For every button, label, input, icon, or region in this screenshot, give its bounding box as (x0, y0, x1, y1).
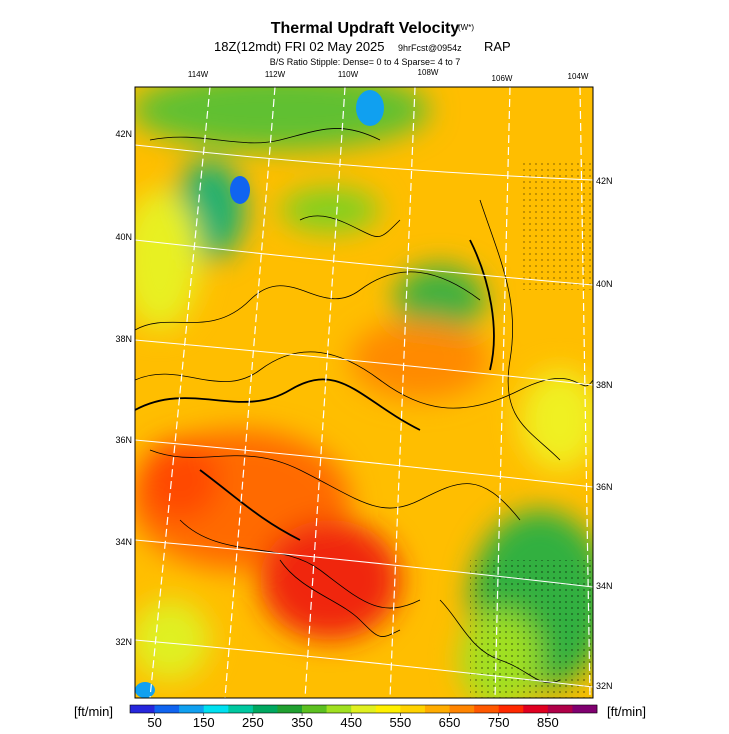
colorbar-tick-label: 250 (242, 715, 264, 729)
colorbar-swatch (351, 705, 377, 713)
longitude-label: 108W (418, 68, 439, 77)
colorbar-frame (129, 704, 598, 714)
colorbar-swatch (154, 705, 180, 713)
colorbar-tick-label: 750 (488, 715, 510, 729)
forecast: 9hrFcst@0954z (398, 43, 462, 53)
colorbar-swatch (179, 705, 205, 713)
colorbar-swatch (424, 705, 450, 713)
colorbar-swatch (523, 705, 549, 713)
map-field (135, 87, 593, 698)
latitude-label: 34N (596, 581, 613, 591)
colorbar-tick-label: 350 (291, 715, 313, 729)
colorbar-swatch (400, 705, 426, 713)
colorbar-tick-label: 150 (193, 715, 215, 729)
colorbar-swatch (228, 705, 254, 713)
latitude-label: 38N (596, 380, 613, 390)
subtitle: 18Z(12mdt) FRI 02 May 2025 (214, 39, 385, 54)
map-frame (134, 86, 594, 699)
colorbar-swatch (252, 705, 278, 713)
colorbar-swatch (572, 705, 598, 713)
colorbar-swatch (375, 705, 401, 713)
latitude-label: 42N (596, 176, 613, 186)
longitude-label: 106W (492, 74, 513, 83)
latitude-label: 32N (115, 637, 132, 647)
latitude-label: 36N (115, 435, 132, 445)
colorbar-unit: [ft/min] (74, 704, 113, 719)
colorbar-swatch (203, 705, 229, 713)
colorbar-swatch (449, 705, 475, 713)
colorbar-swatch (302, 705, 327, 713)
model: RAP (484, 39, 511, 54)
longitude-label: 112W (265, 70, 286, 79)
colorbar-swatch (277, 705, 303, 713)
colorbar-swatch (130, 705, 155, 713)
colorbar-swatch (474, 705, 499, 713)
latitude-label: 42N (115, 129, 132, 139)
latitude-label: 40N (596, 279, 613, 289)
colorbar-tick-label: 450 (340, 715, 362, 729)
colorbar-swatch (498, 705, 524, 713)
colorbar: 50 150 250 350 450 550 650 750 850 [ft/min] [ft/mi… (74, 704, 646, 730)
title: Thermal Updraft Velocity (271, 20, 460, 37)
latitude-label: 40N (115, 232, 132, 242)
colorbar-tick-label: 850 (537, 715, 559, 729)
latitude-label: 36N (596, 482, 613, 492)
longitude-label: 104W (568, 72, 589, 81)
colorbar-swatch (326, 705, 352, 713)
latitude-label: 32N (596, 681, 613, 691)
longitude-label: 114W (188, 70, 209, 79)
graticule-labels: 114W 112W 110W 108W 106W 104W 42N 40N 38N 36N 34N 3… (115, 68, 612, 691)
colorbar-tick-label: 50 (147, 715, 161, 729)
latitude-label: 38N (115, 334, 132, 344)
colorbar-tick-label: 650 (439, 715, 461, 729)
title-symbol: (W*) (458, 23, 474, 32)
colorbar-swatch (547, 705, 573, 713)
longitude-label: 110W (338, 70, 359, 79)
latitude-label: 34N (115, 537, 132, 547)
colorbar-tick-label: 550 (390, 715, 412, 729)
colorbar-unit: [ft/min] (607, 704, 646, 719)
stipple-note: B/S Ratio Stipple: Dense= 0 to 4 Sparse=… (270, 57, 461, 67)
